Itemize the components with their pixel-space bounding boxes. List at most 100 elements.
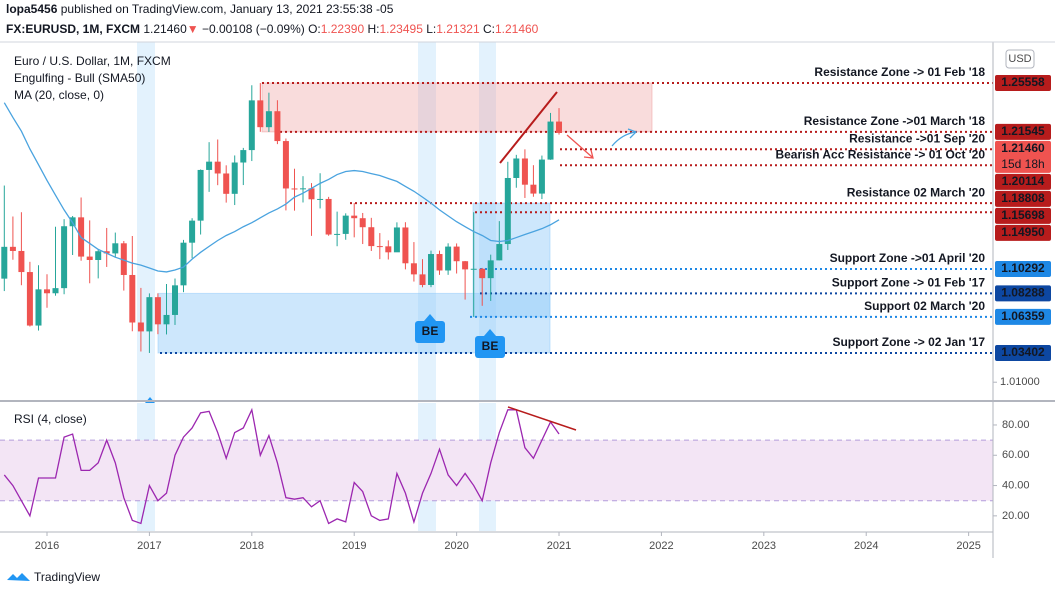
legend-ma: MA (20, close, 0) [14, 88, 104, 102]
candle-body [214, 161, 221, 174]
published: published on TradingView.com, January 13… [61, 2, 394, 16]
price-badge [995, 308, 1051, 325]
price-badge [995, 74, 1051, 91]
candle-body [419, 274, 426, 285]
arrow: ▼ [187, 22, 199, 36]
y-tick-label: 60.00 [1002, 449, 1030, 461]
candle-body [436, 254, 443, 271]
l-value: 1.21321 [436, 22, 480, 36]
candle-body [282, 141, 289, 189]
currency-label[interactable]: USD [1008, 53, 1031, 65]
rsi-band [0, 440, 993, 501]
price-badge [995, 140, 1051, 173]
candle-body [479, 268, 486, 279]
candle-body [410, 263, 417, 275]
candle-body [334, 233, 341, 235]
price-badge [995, 285, 1051, 302]
zone [472, 202, 551, 318]
series-line [3, 102, 560, 273]
marker-pointer [484, 329, 496, 336]
x-tick-label: 2017 [137, 540, 161, 552]
candle-body [487, 260, 494, 279]
candle-body [120, 243, 127, 275]
price-badge-label: 1.20114 [1002, 174, 1045, 188]
level-text: Support Zone -> 01 Feb '17 [832, 276, 986, 290]
x-tick-label: 2018 [240, 540, 264, 552]
zones: Resistance Zone -> 01 Feb '18 Resistance … [0, 65, 993, 502]
candle-body [538, 159, 545, 194]
candle-body [103, 251, 110, 254]
change: −0.00108 (−0.09%) [202, 22, 305, 36]
currency-button[interactable] [1005, 49, 1035, 69]
candle-body [359, 218, 366, 228]
candle-body [300, 188, 307, 190]
x-tick-label: 2016 [35, 540, 59, 552]
h-value: 1.23495 [379, 22, 423, 36]
candle-body [26, 272, 33, 326]
candle-body [393, 227, 400, 253]
x-tick-label: 2021 [547, 540, 571, 552]
level-text: Resistance Zone -> 01 Feb '18 [814, 65, 985, 79]
x-tick-label: 2020 [444, 540, 468, 552]
price-badge [995, 173, 1051, 190]
zone [261, 82, 653, 133]
candle-body [146, 297, 153, 332]
price-badge-label: 1.15698 [1001, 208, 1045, 222]
level-text: Bearish Acc Resistance -> 01 Oct '20 [775, 147, 985, 161]
candle-body [95, 251, 102, 260]
candle-body [351, 215, 358, 219]
candle-body [112, 243, 119, 254]
candle-body [402, 227, 409, 264]
candle-body [163, 314, 170, 325]
candle-body [248, 100, 255, 151]
price-badge [995, 224, 1051, 241]
price-badge-label: 1.21545 [1001, 124, 1045, 138]
candle-body [9, 246, 16, 251]
rsi-trend-line [507, 406, 577, 431]
candle-body [496, 244, 503, 261]
candle-body [308, 188, 315, 200]
trend-line [499, 91, 558, 164]
o-label: O: [308, 22, 321, 36]
c-label: C: [483, 22, 495, 36]
y-tick-label: 80.00 [1002, 419, 1030, 431]
x-tick-label: 2023 [752, 540, 776, 552]
c-value: 1.21460 [495, 22, 539, 36]
candle-body [547, 121, 554, 160]
candle-body [206, 161, 213, 170]
price-badge [995, 260, 1051, 277]
candle-body [86, 256, 93, 260]
candle-body [137, 322, 144, 332]
candle-body [530, 184, 537, 194]
candle-body [240, 150, 247, 163]
candle-body [18, 250, 25, 273]
symbol-line: FX:EURUSD, 1M, FXCM 1.21460 ▼ −0.00108 (−… [6, 22, 539, 36]
candle-body [274, 111, 281, 142]
price-badge [995, 190, 1051, 207]
candle-body [180, 242, 187, 286]
highlight-band [137, 42, 155, 400]
candle-body [35, 289, 42, 326]
price-badge-label: 1.14950 [1001, 225, 1045, 239]
candle-body [291, 188, 298, 190]
author: lopa5456 [6, 2, 58, 16]
marker-label: BE [422, 324, 439, 338]
marker-box [475, 336, 505, 358]
candle-body [385, 246, 392, 253]
candle-body [521, 158, 528, 185]
candle-body [317, 198, 324, 200]
price-badge-label: 1.10292 [1001, 261, 1045, 275]
candle-body [189, 220, 196, 243]
candle-body [231, 162, 238, 194]
level-text: Resistance 02 March '20 [847, 185, 986, 199]
level-text: Support Zone -> 02 Jan '17 [832, 335, 985, 349]
series-line [3, 407, 560, 525]
candle-body [445, 246, 452, 271]
marker-box [415, 321, 445, 343]
x-tick-label: 2022 [649, 540, 673, 552]
price-badge-label: 1.18808 [1001, 191, 1045, 205]
symbol: FX:EURUSD, 1M, FXCM [6, 22, 140, 36]
candle-body [376, 246, 383, 248]
rsi-title: RSI (4, close) [14, 412, 87, 426]
